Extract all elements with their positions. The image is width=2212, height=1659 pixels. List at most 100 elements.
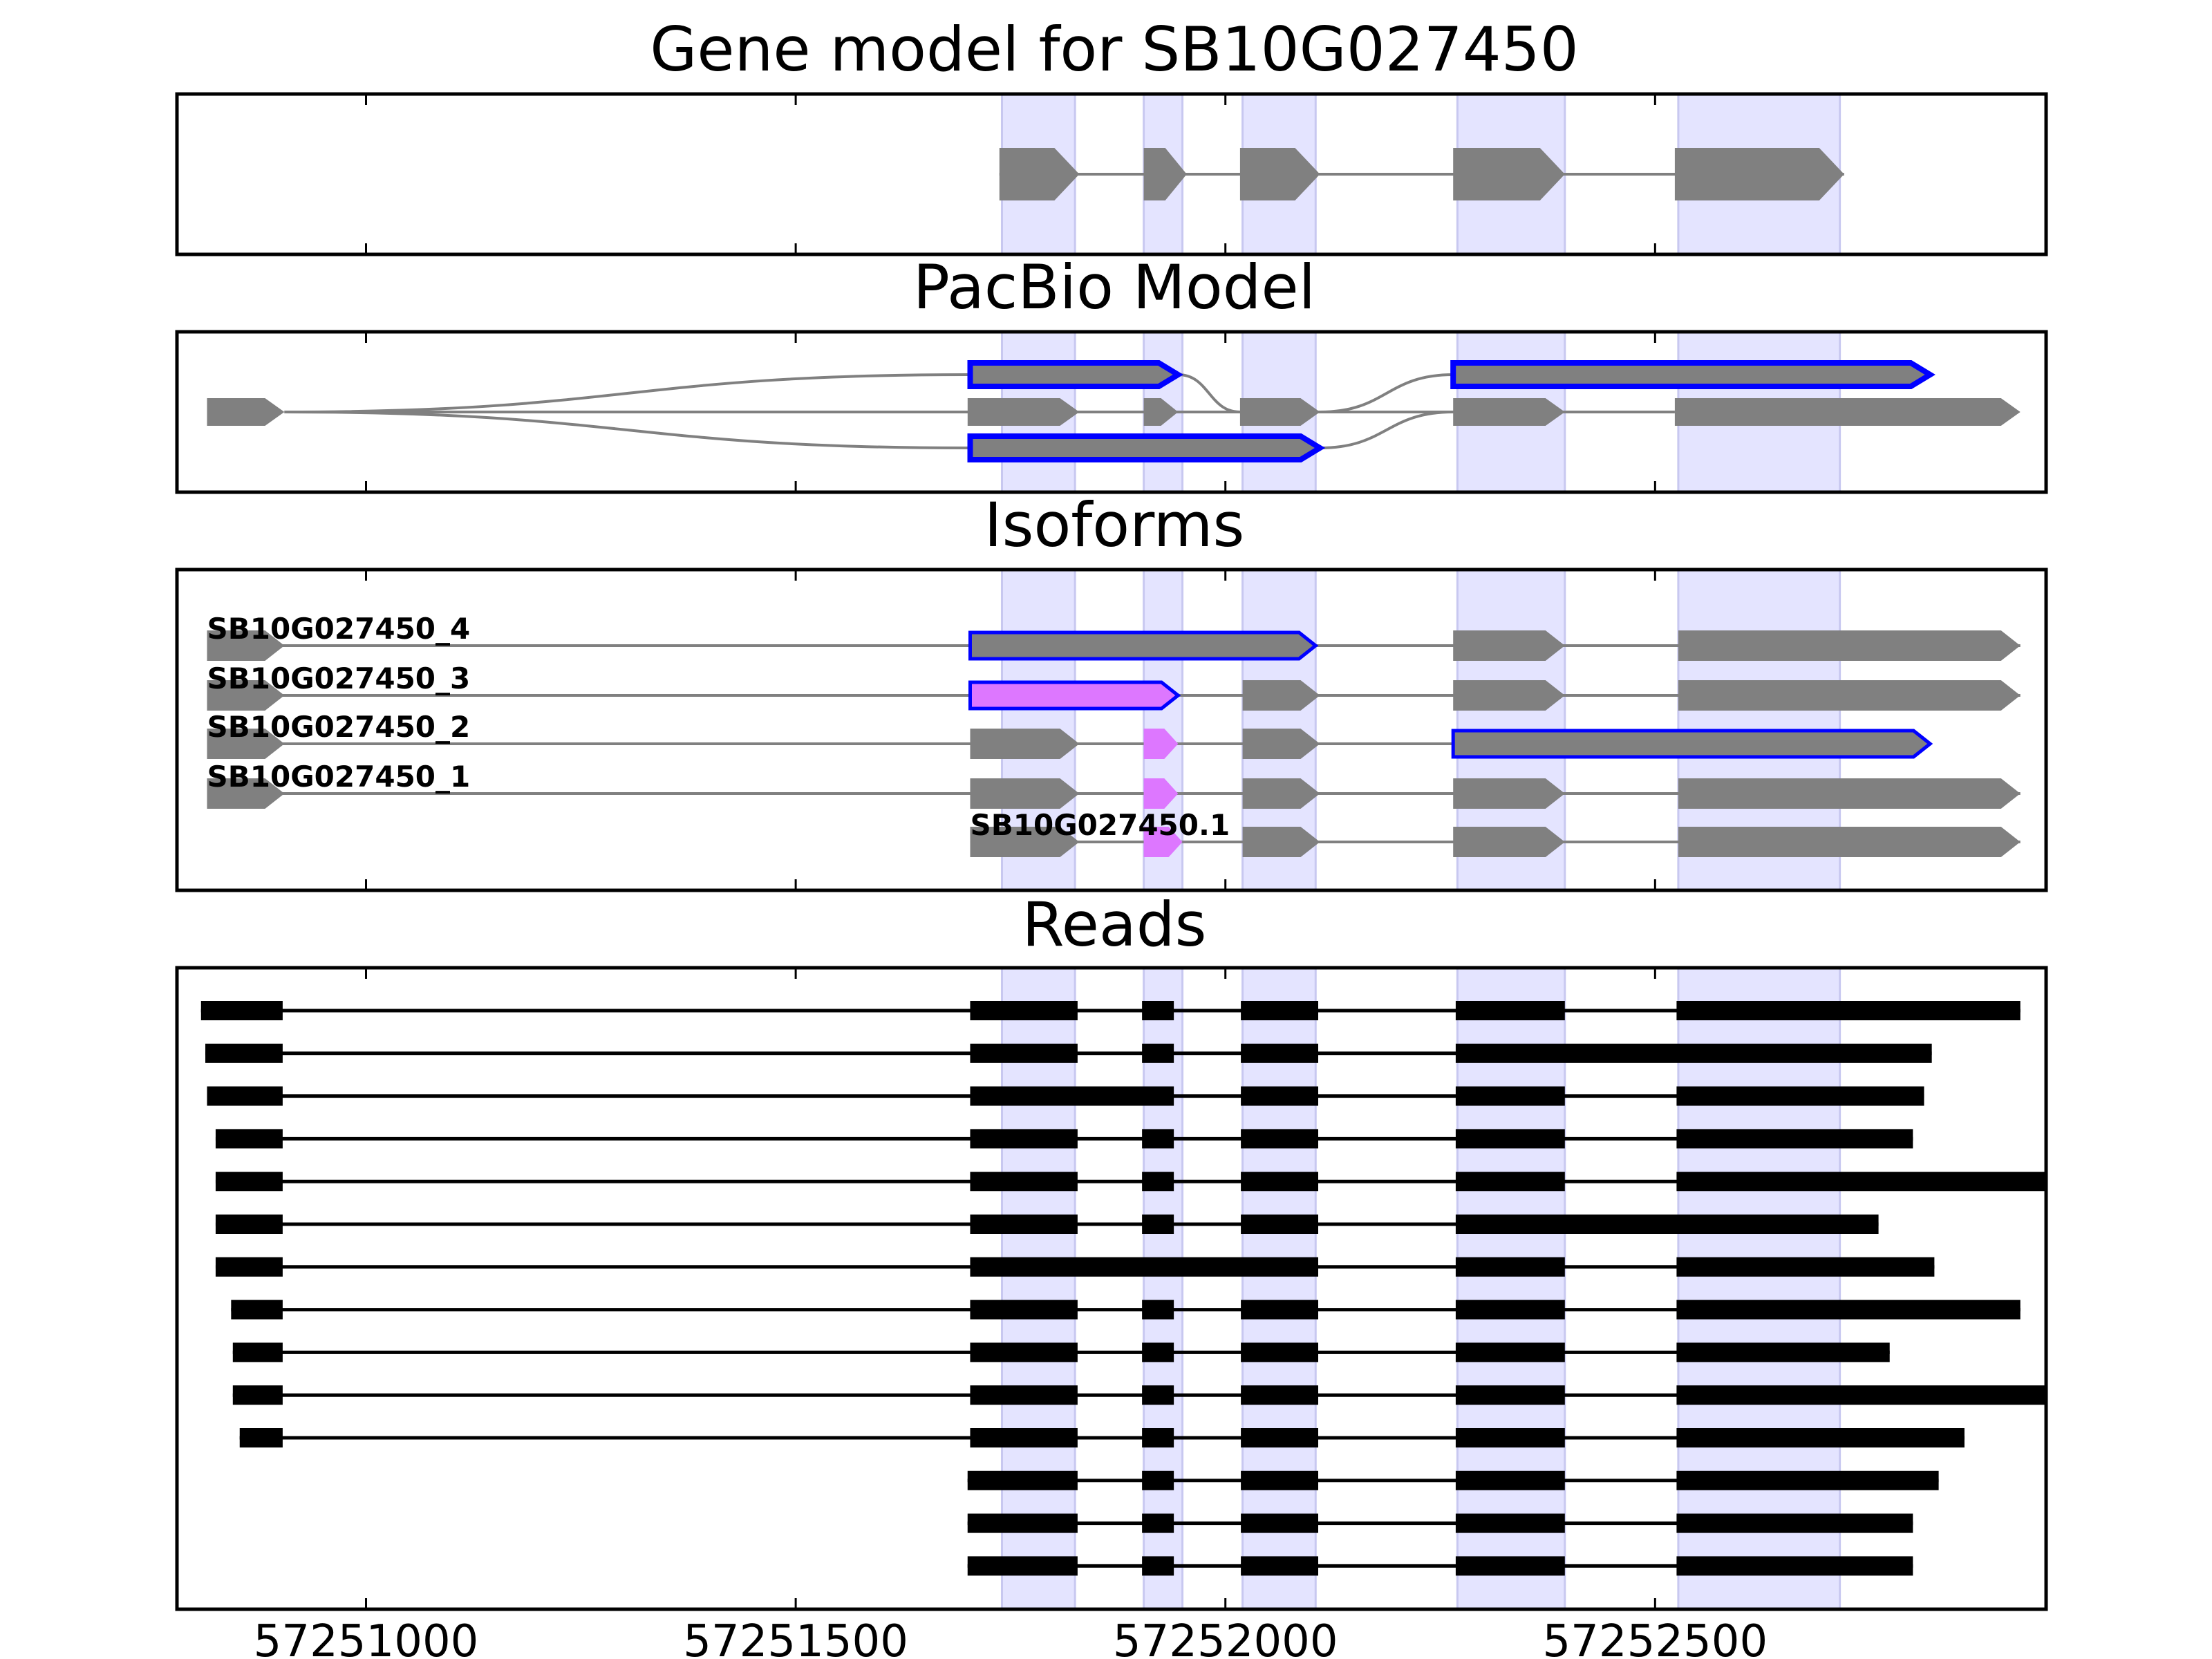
read-block bbox=[215, 1129, 283, 1149]
pacbio-novel-exon bbox=[967, 360, 1184, 389]
read-block bbox=[1241, 1556, 1318, 1576]
read-block bbox=[970, 1172, 1078, 1192]
panel-frame bbox=[175, 330, 2048, 494]
gene-model-exon bbox=[1674, 148, 1844, 200]
read-block bbox=[200, 1001, 283, 1020]
read-block bbox=[1142, 1300, 1174, 1320]
pacbio-exon bbox=[1239, 398, 1320, 426]
x-axis: 57251000 57251500 57252000 57252500 bbox=[254, 1616, 1768, 1659]
isoform-exon bbox=[1453, 630, 1565, 661]
read-block bbox=[1676, 1556, 1913, 1576]
isoform-label: SB10G027450_2 bbox=[207, 710, 471, 744]
isoform-exon bbox=[1678, 680, 2021, 711]
x-tick-label: 57252000 bbox=[1113, 1616, 1338, 1659]
gene-model-exon bbox=[1143, 148, 1187, 200]
panel-frame-layer bbox=[175, 92, 2048, 1611]
panel-frame bbox=[175, 568, 2048, 892]
pacbio-exon bbox=[1453, 398, 1565, 426]
read-block bbox=[1241, 1428, 1318, 1447]
read-block bbox=[967, 1470, 1078, 1490]
read-block bbox=[239, 1428, 283, 1447]
pacbio-start-exon bbox=[207, 398, 285, 426]
read-block bbox=[1676, 1300, 2021, 1320]
read-block bbox=[1676, 1086, 1924, 1106]
isoform-exon bbox=[1242, 729, 1320, 759]
read-block bbox=[1455, 1470, 1565, 1490]
read-block bbox=[967, 1556, 1078, 1576]
read-block bbox=[1241, 1172, 1318, 1192]
read-block bbox=[1142, 1129, 1174, 1149]
reads-title: Reads bbox=[1022, 889, 1207, 960]
isoforms-title: Isoforms bbox=[984, 489, 1245, 561]
x-tick-label: 57252500 bbox=[1542, 1616, 1768, 1659]
read-block bbox=[1241, 1342, 1318, 1362]
read-block bbox=[1676, 1428, 1965, 1447]
read-block bbox=[215, 1215, 283, 1234]
read-block bbox=[1142, 1001, 1174, 1020]
pacbio-exon bbox=[1143, 398, 1179, 426]
read-block bbox=[1455, 1086, 1565, 1106]
read-block bbox=[205, 1043, 283, 1063]
read-block bbox=[1142, 1513, 1174, 1533]
read-block bbox=[970, 1428, 1078, 1447]
read-block bbox=[1241, 1215, 1318, 1234]
pacbio-exon bbox=[1674, 398, 2021, 426]
isoform-exon bbox=[970, 827, 1080, 857]
isoform-label: SB10G027450_3 bbox=[207, 662, 471, 695]
isoform-exon bbox=[970, 729, 1080, 759]
read-block bbox=[1241, 1470, 1318, 1490]
isoform-alt-exon bbox=[1143, 778, 1179, 809]
pacbio-novel-exon bbox=[967, 433, 1326, 462]
read-block bbox=[231, 1300, 283, 1320]
read-block bbox=[1455, 1342, 1565, 1362]
read-block bbox=[1676, 1257, 1935, 1277]
intron-curve bbox=[284, 373, 971, 413]
read-block bbox=[1455, 1300, 1565, 1320]
exon-highlight-band bbox=[1000, 966, 1076, 1611]
gene-model-exon bbox=[1239, 148, 1320, 200]
read-block bbox=[1455, 1043, 1932, 1063]
read-block bbox=[1142, 1470, 1174, 1490]
read-block bbox=[1455, 1129, 1565, 1149]
read-block bbox=[1455, 1001, 1565, 1020]
gene-model-exon bbox=[1453, 148, 1565, 200]
x-tick-label: 57251000 bbox=[254, 1616, 479, 1659]
isoform-exon bbox=[1242, 778, 1320, 809]
isoform-first-exon bbox=[207, 778, 285, 809]
isoform-first-exon bbox=[207, 680, 285, 711]
read-block bbox=[1241, 1043, 1318, 1063]
exon-highlight-band bbox=[1456, 966, 1566, 1611]
read-block bbox=[1142, 1556, 1174, 1576]
isoform-exon bbox=[1242, 827, 1320, 857]
read-block bbox=[1142, 1385, 1174, 1405]
isoform-exon bbox=[970, 778, 1080, 809]
isoform-exon bbox=[1453, 778, 1565, 809]
intron-curve bbox=[1178, 373, 1240, 413]
isoform-alt-exon bbox=[1143, 729, 1179, 759]
read-block bbox=[970, 1043, 1078, 1063]
gene-model-exon bbox=[999, 148, 1080, 200]
read-block bbox=[970, 1001, 1078, 1020]
read-block bbox=[1142, 1342, 1174, 1362]
read-block bbox=[1455, 1513, 1565, 1533]
intron-curve bbox=[1320, 411, 1454, 449]
intron-curve bbox=[1320, 373, 1454, 413]
read-block bbox=[1142, 1172, 1174, 1192]
isoform-label: SB10G027450_4 bbox=[207, 612, 471, 646]
pacbio-exon bbox=[967, 398, 1080, 426]
read-block bbox=[1455, 1257, 1565, 1277]
read-block bbox=[1676, 1513, 1913, 1533]
read-block bbox=[1676, 1172, 2046, 1192]
read-block bbox=[970, 1257, 1318, 1277]
read-block bbox=[232, 1385, 283, 1405]
read-block bbox=[1676, 1129, 1913, 1149]
isoform-label: SB10G027450.1 bbox=[970, 808, 1230, 842]
isoform-alt-exon bbox=[1143, 827, 1183, 857]
isoform-exon bbox=[1678, 630, 2021, 661]
intron-curve bbox=[284, 411, 971, 449]
read-block bbox=[1676, 1342, 1890, 1362]
panel-frame bbox=[175, 966, 2048, 1611]
read-block bbox=[1241, 1129, 1318, 1149]
read-block bbox=[1241, 1001, 1318, 1020]
